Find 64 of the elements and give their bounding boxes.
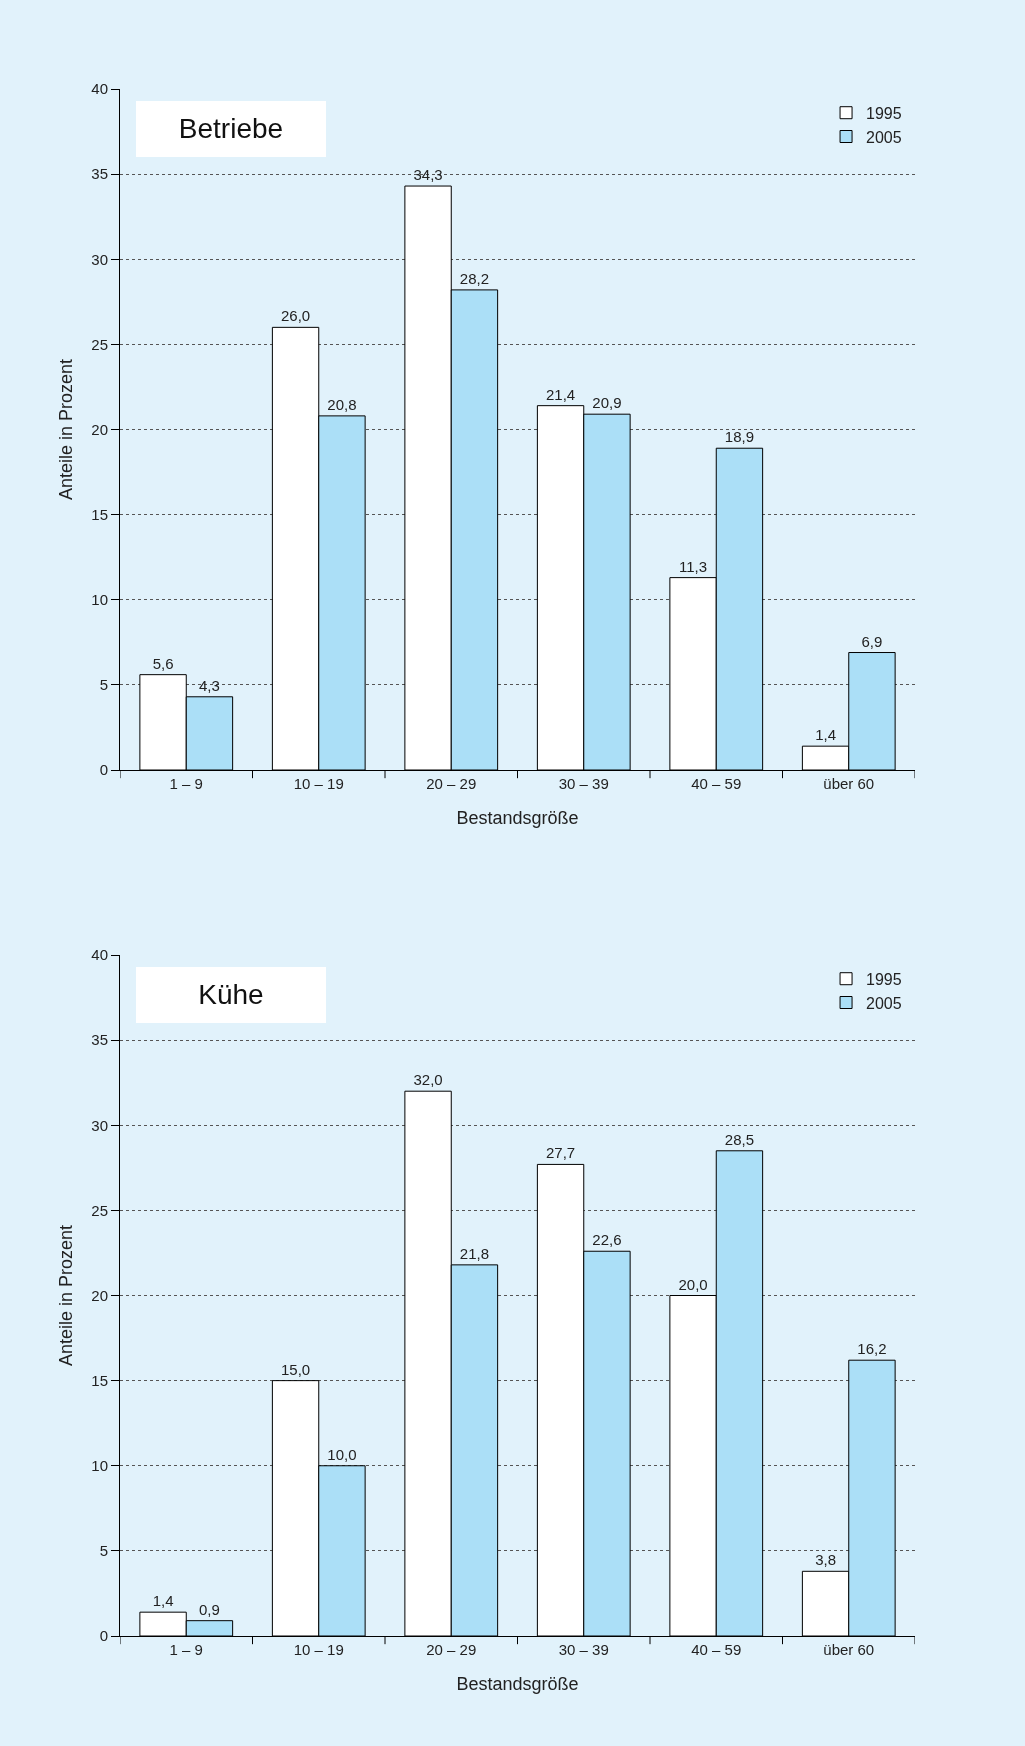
y-tick-label: 15 <box>91 505 108 523</box>
y-axis-title: Anteile in Prozent <box>55 358 76 501</box>
data-label: 27,7 <box>545 1144 576 1162</box>
x-tick-label: über 60 <box>823 1641 875 1658</box>
title-box: Betriebe <box>136 101 326 157</box>
data-label: 18,9 <box>724 428 755 446</box>
y-tick-label: 25 <box>91 335 108 353</box>
x-tick-label: 40 – 59 <box>691 775 742 792</box>
data-label: 21,8 <box>459 1244 490 1262</box>
data-label: 1,4 <box>152 1592 174 1610</box>
data-label: 6,9 <box>861 632 883 650</box>
data-label: 32,0 <box>413 1071 443 1089</box>
legend-label: 1995 <box>866 104 902 122</box>
y-tick-label: 40 <box>91 80 108 98</box>
y-tick-label: 0 <box>99 1627 108 1645</box>
legend-label: 2005 <box>866 994 902 1012</box>
data-label: 22,6 <box>592 1231 622 1249</box>
data-label: 1,4 <box>815 726 836 744</box>
data-label: 20,8 <box>327 395 357 413</box>
data-label: 4,3 <box>199 676 220 694</box>
data-label: 10,0 <box>327 1445 357 1463</box>
data-label: 20,9 <box>592 394 622 412</box>
y-tick-label: 30 <box>91 1116 108 1134</box>
x-tick-label: 20 – 29 <box>426 1641 477 1658</box>
y-tick-label: 5 <box>99 676 108 694</box>
data-label: 28,2 <box>459 269 490 287</box>
y-tick-label: 15 <box>91 1371 108 1389</box>
x-tick-label: 30 – 39 <box>558 775 609 792</box>
data-label: 34,3 <box>413 166 443 184</box>
data-label: 0,9 <box>199 1600 220 1618</box>
data-label: 28,5 <box>724 1130 755 1148</box>
title-box: Kühe <box>136 967 326 1023</box>
data-label: 3,8 <box>815 1551 836 1569</box>
x-tick-label: 1 – 9 <box>169 775 203 792</box>
x-tick-label: 20 – 29 <box>426 775 477 792</box>
y-tick-label: 25 <box>91 1201 108 1219</box>
y-tick-label: 10 <box>91 591 108 608</box>
legend-label: 2005 <box>866 128 902 146</box>
y-tick-label: 30 <box>91 250 108 268</box>
data-label: 20,0 <box>678 1275 708 1293</box>
data-label: 15,0 <box>280 1360 311 1378</box>
y-tick-label: 20 <box>91 1286 108 1304</box>
data-label: 5,6 <box>152 654 174 672</box>
x-tick-label: 40 – 59 <box>691 1641 742 1658</box>
data-label: 21,4 <box>545 385 576 403</box>
data-label: 26,0 <box>280 307 311 325</box>
x-tick-label: 30 – 39 <box>558 1641 609 1658</box>
x-tick-label: über 60 <box>823 775 875 792</box>
data-label: 16,2 <box>857 1340 887 1358</box>
y-tick-label: 5 <box>99 1542 108 1560</box>
y-axis-title: Anteile in Prozent <box>55 1224 76 1367</box>
y-tick-label: 10 <box>91 1457 108 1474</box>
x-tick-label: 1 – 9 <box>169 1641 203 1658</box>
y-tick-label: 35 <box>91 165 108 183</box>
legend-label: 1995 <box>866 970 902 988</box>
x-axis-title: Bestandsgröße <box>456 1674 579 1695</box>
data-label: 11,3 <box>679 557 708 575</box>
y-tick-label: 40 <box>91 946 108 964</box>
x-tick-label: 10 – 19 <box>293 1641 344 1658</box>
y-tick-label: 0 <box>99 761 108 779</box>
y-tick-label: 20 <box>91 420 108 438</box>
y-tick-label: 35 <box>91 1031 108 1049</box>
x-tick-label: 10 – 19 <box>293 775 344 792</box>
x-axis-title: Bestandsgröße <box>456 808 579 829</box>
